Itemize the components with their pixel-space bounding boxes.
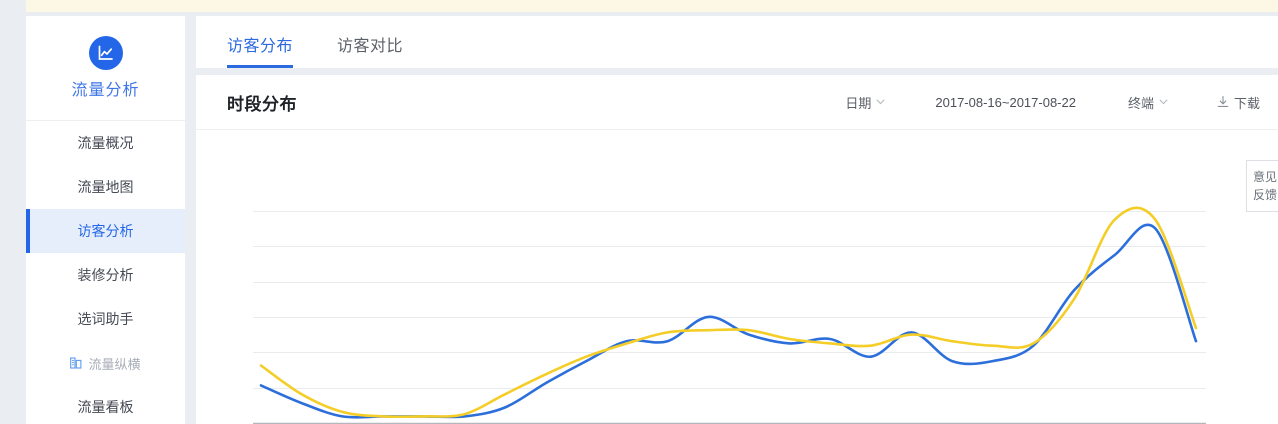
top-notice-strip [26, 0, 1278, 12]
date-filter-dropdown[interactable]: 日期 [845, 93, 885, 112]
sidebar-item-label: 流量纵横 [88, 356, 141, 372]
sidebar-item-fangke-fenxi[interactable]: 访客分析 [26, 209, 185, 253]
chart-card: 时段分布 日期 2017-08-16~2017-08-22 终端 [196, 75, 1278, 424]
sidebar-item-label: 流量地图 [77, 179, 134, 195]
sidebar-item-xuanci-zhushou[interactable]: 选词助手 [26, 297, 185, 341]
feedback-tab[interactable]: 意见 反馈 [1246, 160, 1278, 212]
time-distribution-line-chart[interactable] [196, 130, 1278, 424]
chart-toolbar: 日期 2017-08-16~2017-08-22 终端 [845, 93, 1260, 112]
download-button[interactable]: 下载 [1216, 93, 1260, 112]
feedback-line-1: 意见 [1253, 170, 1278, 184]
download-label: 下载 [1233, 95, 1260, 111]
sidebar-item-zhuangxiu-fenxi[interactable]: 装修分析 [26, 253, 185, 297]
date-range-value[interactable]: 2017-08-16~2017-08-22 [935, 94, 1076, 110]
date-filter-label: 日期 [845, 95, 872, 111]
terminal-filter-dropdown[interactable]: 终端 [1128, 93, 1168, 112]
feedback-line-2: 反馈 [1253, 188, 1278, 202]
tab-fangke-duibi[interactable]: 访客对比 [337, 32, 403, 68]
sidebar-item-liuliang-gaikuang[interactable]: 流量概况 [26, 121, 185, 165]
tab-label: 访客对比 [337, 38, 404, 55]
sidebar-item-liuliang-kanban[interactable]: 流量看板 [26, 385, 185, 424]
brand-block: 流量分析 [26, 16, 185, 121]
download-icon [1216, 95, 1230, 109]
page-title: 时段分布 [227, 94, 297, 114]
line-chart-icon [88, 36, 123, 70]
sidebar-item-label: 流量概况 [77, 135, 134, 151]
tab-bar: 访客分布 访客对比 [196, 16, 1278, 68]
sidebar-item-label: 访客分析 [77, 223, 134, 239]
sidebar-item-liuliang-ditu[interactable]: 流量地图 [26, 165, 185, 209]
chevron-down-icon [876, 97, 885, 108]
chart-line-series-yellow [259, 206, 1198, 419]
brand-name: 流量分析 [71, 82, 140, 99]
tab-fangke-fenbu[interactable]: 访客分布 [227, 32, 294, 68]
sidebar: 流量分析 流量概况 流量地图 访客分析 装修分析 选词助手 流量纵横 [26, 16, 185, 424]
tab-list: 访客分布 访客对比 [196, 16, 1278, 68]
sidebar-item-label: 装修分析 [77, 267, 134, 283]
sidebar-item-liuliang-zongheng[interactable]: 流量纵横 [26, 341, 185, 385]
sidebar-item-label: 选词助手 [77, 311, 134, 327]
tab-label: 访客分布 [227, 38, 294, 55]
sidebar-item-label: 流量看板 [77, 399, 134, 415]
terminal-filter-label: 终端 [1127, 95, 1154, 111]
plot-area: 01234567891011121314151617181920212223 [196, 130, 1278, 424]
chevron-down-icon [1159, 97, 1168, 108]
building-chart-icon [70, 357, 82, 369]
chart-header: 时段分布 日期 2017-08-16~2017-08-22 终端 [196, 75, 1278, 130]
